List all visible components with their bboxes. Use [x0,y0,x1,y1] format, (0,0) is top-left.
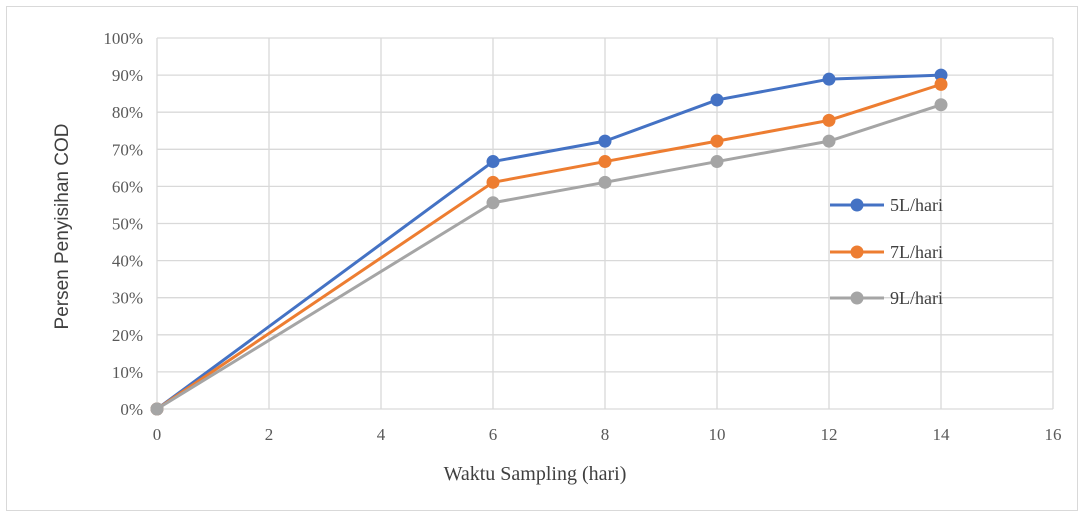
x-tick-label: 4 [377,425,386,444]
series-9L/hari [150,98,948,416]
data-point [598,134,612,148]
series-group [150,68,948,416]
y-tick-label: 0% [120,400,143,419]
y-tick-label: 30% [112,289,143,308]
data-point [598,155,612,169]
data-point [598,175,612,189]
legend-item: 7L/hari [830,242,943,262]
axes: 0% 10% 20% 30% 40% 50% 60% 70% 80% 90% 100% 0 2 4 6 8 10… [103,29,1061,444]
x-tick-label: 0 [153,425,162,444]
data-point [822,113,836,127]
y-tick-label: 60% [112,177,143,196]
gridlines [156,37,1054,410]
legend-label: 7L/hari [890,242,943,262]
data-point [710,134,724,148]
data-point [486,196,500,210]
data-point [822,72,836,86]
y-tick-label: 10% [112,363,143,382]
series-5L/hari [150,68,948,416]
data-point [486,155,500,169]
legend-marker [850,245,864,259]
y-tick-label: 20% [112,326,143,345]
data-point [486,175,500,189]
x-axis-title: Waktu Sampling (hari) [444,463,627,485]
y-tick-label: 80% [112,103,143,122]
legend-item: 5L/hari [830,195,943,215]
x-tick-label: 8 [601,425,610,444]
series-line [156,82,942,411]
data-point [822,134,836,148]
legend-marker [850,198,864,212]
data-point [150,402,164,416]
x-tick-label: 14 [933,425,951,444]
series-line [156,73,942,411]
series-line [156,103,942,411]
legend: 5L/hari 7L/hari 9L/hari [830,195,943,308]
data-point [710,155,724,169]
y-tick-label: 40% [112,252,143,271]
data-point [934,68,948,82]
y-tick-label: 70% [112,140,143,159]
y-tick-label: 100% [103,29,143,48]
legend-item: 9L/hari [830,288,943,308]
legend-label: 9L/hari [890,288,943,308]
x-tick-label: 12 [821,425,838,444]
data-point [934,98,948,112]
x-tick-label: 10 [709,425,726,444]
x-tick-label: 2 [265,425,274,444]
x-tick-label: 6 [489,425,498,444]
data-point [934,77,948,91]
y-tick-label: 90% [112,66,143,85]
x-tick-label: 16 [1045,425,1062,444]
legend-marker [850,291,864,305]
data-point [710,93,724,107]
series-7L/hari [150,77,948,416]
y-axis-title: Persen Penyisihan COD [52,124,73,330]
y-tick-label: 50% [112,215,143,234]
chart-frame [6,6,1078,511]
legend-label: 5L/hari [890,195,943,215]
